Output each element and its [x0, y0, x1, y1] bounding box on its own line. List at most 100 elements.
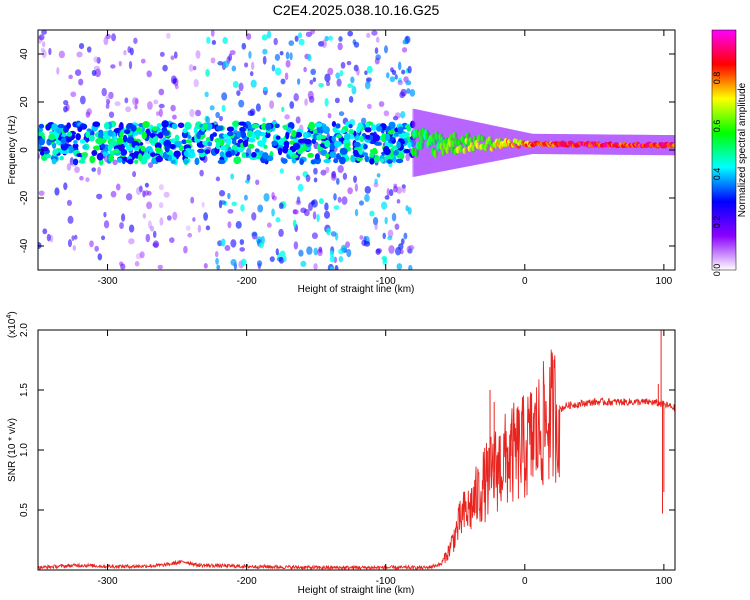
spectrogram-band-blob — [38, 138, 45, 146]
spectrogram-noise-blob — [63, 105, 68, 113]
snr-x-tick-label: -300 — [98, 576, 118, 587]
spectrogram-noise-blob — [288, 40, 295, 46]
spectrogram-y-tick-label: 40 — [19, 48, 30, 60]
spectrogram-band-blob — [356, 125, 361, 134]
colorbar-tick-label: 0.0 — [712, 264, 722, 277]
spectrogram-noise-blob — [298, 38, 305, 46]
spectrogram-line-halo — [414, 109, 418, 177]
spectrogram-noise-blob — [266, 30, 272, 39]
spectrogram-noise-blob — [170, 104, 176, 112]
spectrogram-noise-blob — [240, 204, 245, 212]
spectrogram-band-blob — [362, 152, 369, 157]
spectrogram-noise-blob — [316, 213, 320, 223]
spectrogram-noise-blob — [294, 35, 299, 42]
spectrogram-noise-blob — [69, 157, 74, 166]
spectrogram-noise-blob — [283, 255, 287, 263]
spectrogram-band-blob — [237, 147, 244, 153]
spectrogram-line-halo — [460, 118, 464, 168]
spectrogram-noise-blob — [85, 111, 91, 118]
spectrogram-band-blob — [66, 131, 73, 137]
spectrogram-band-blob — [254, 148, 260, 153]
spectrogram-noise-blob — [296, 78, 301, 85]
spectrogram-noise-blob — [135, 187, 142, 196]
spectrogram-noise-blob — [78, 43, 85, 50]
spectrogram-band-blob — [226, 126, 234, 132]
spectrogram-band-blob — [204, 149, 211, 154]
spectrogram-noise-blob — [262, 86, 268, 92]
spectrogram-band-blob — [202, 122, 208, 130]
spectrogram-noise-blob — [318, 246, 323, 253]
spectrogram-noise-blob — [173, 51, 178, 59]
spectrogram-noise-blob — [324, 202, 329, 211]
spectrogram-noise-blob — [119, 222, 124, 229]
spectrogram-noise-blob — [317, 248, 323, 257]
spectrogram-noise-blob — [246, 33, 252, 40]
spectrogram-band-blob — [92, 121, 101, 127]
spectrogram-noise-blob — [400, 88, 407, 97]
spectrogram-noise-blob — [239, 239, 245, 245]
spectrogram-y-tick-label: -40 — [19, 238, 30, 253]
spectrogram-noise-blob — [236, 90, 241, 96]
spectrogram-band-blob — [295, 131, 303, 138]
spectrogram-band-blob — [348, 128, 355, 135]
spectrogram-band-blob — [356, 157, 363, 162]
snr-marks — [38, 330, 675, 570]
spectrogram-noise-blob — [183, 245, 188, 254]
spectrogram-noise-blob — [321, 39, 327, 48]
spectrogram-noise-blob — [157, 264, 163, 270]
spectrogram-noise-blob — [41, 49, 47, 59]
spectrogram-band-blob — [322, 125, 328, 132]
spectrogram-band-blob — [380, 158, 385, 163]
spectrogram-band-blob — [339, 147, 348, 155]
spectrogram-noise-blob — [279, 168, 284, 174]
snr-background — [38, 330, 675, 570]
spectrogram-band-blob — [156, 123, 162, 128]
spectrogram-noise-blob — [56, 67, 60, 75]
spectrogram-noise-blob — [190, 196, 195, 204]
spectrogram-band-blob — [116, 137, 124, 145]
spectrogram-noise-blob — [330, 231, 337, 237]
spectrogram-noise-blob — [147, 220, 152, 229]
spectrogram-line-halo — [434, 113, 438, 173]
spectrogram-noise-blob — [192, 65, 197, 71]
spectrogram-noise-blob — [325, 81, 331, 87]
spectrogram-band-blob — [142, 120, 150, 129]
spectrogram-band-blob — [240, 131, 247, 139]
spectrogram-noise-blob — [382, 232, 386, 240]
spectrogram-noise-blob — [374, 57, 380, 65]
spectrogram-noise-blob — [218, 190, 226, 197]
spectrogram-noise-blob — [407, 248, 413, 254]
spectrogram-noise-blob — [97, 166, 102, 176]
spectrogram-noise-blob — [313, 167, 318, 175]
spectrogram-noise-blob — [364, 194, 370, 203]
spectrogram-band-blob — [261, 152, 269, 160]
spectrogram-band-blob — [40, 146, 49, 152]
spectrogram-noise-blob — [197, 224, 202, 233]
spectrogram-line-halo — [412, 108, 416, 177]
spectrogram-noise-blob — [163, 191, 170, 198]
spectrogram-band-blob — [130, 124, 137, 132]
spectrogram-noise-blob — [406, 245, 412, 254]
spectrogram-band-blob — [386, 159, 393, 164]
spectrogram-noise-blob — [353, 41, 360, 48]
spectrogram-noise-blob — [296, 196, 301, 204]
spectrogram-band-blob — [184, 121, 192, 130]
spectrogram-band-blob — [331, 120, 337, 127]
spectrogram-band-blob — [60, 142, 69, 151]
spectrogram-band-blob — [116, 157, 123, 163]
spectrogram-band-blob — [177, 122, 185, 129]
spectrogram-noise-blob — [121, 213, 126, 222]
spectrogram-noise-blob — [70, 91, 77, 98]
spectrogram-band-blob — [251, 123, 260, 129]
spectrogram-noise-blob — [158, 184, 164, 191]
spectrogram-band-blob — [344, 142, 351, 147]
spectrogram-noise-blob — [199, 169, 204, 177]
spectrogram-noise-blob — [340, 244, 347, 252]
spectrogram-noise-blob — [266, 222, 272, 228]
spectrogram-noise-blob — [195, 50, 201, 59]
spectrogram-noise-blob — [110, 190, 117, 198]
spectrogram-noise-blob — [303, 66, 307, 73]
spectrogram-marks — [38, 30, 675, 270]
spectrogram-noise-blob — [310, 200, 316, 205]
spectrogram-noise-blob — [273, 37, 278, 46]
